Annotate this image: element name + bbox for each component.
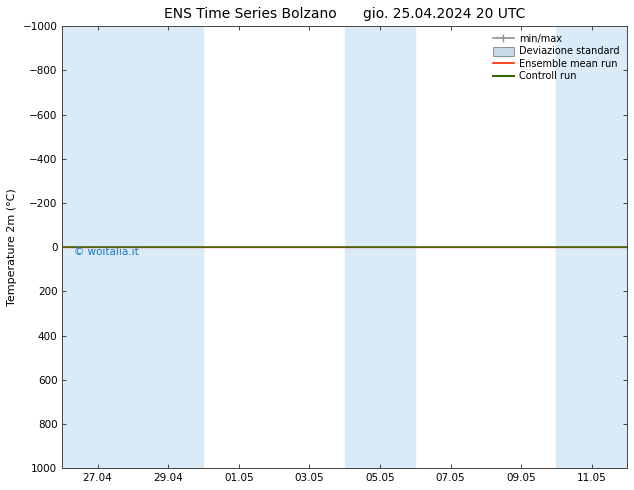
Bar bbox=[62, 26, 133, 468]
Title: ENS Time Series Bolzano      gio. 25.04.2024 20 UTC: ENS Time Series Bolzano gio. 25.04.2024 … bbox=[164, 7, 526, 21]
Bar bbox=[345, 26, 415, 468]
Y-axis label: Temperature 2m (°C): Temperature 2m (°C) bbox=[7, 188, 17, 306]
Bar bbox=[133, 26, 204, 468]
Bar bbox=[557, 26, 627, 468]
Legend: min/max, Deviazione standard, Ensemble mean run, Controll run: min/max, Deviazione standard, Ensemble m… bbox=[489, 31, 622, 84]
Text: © woitalia.it: © woitalia.it bbox=[74, 247, 138, 257]
